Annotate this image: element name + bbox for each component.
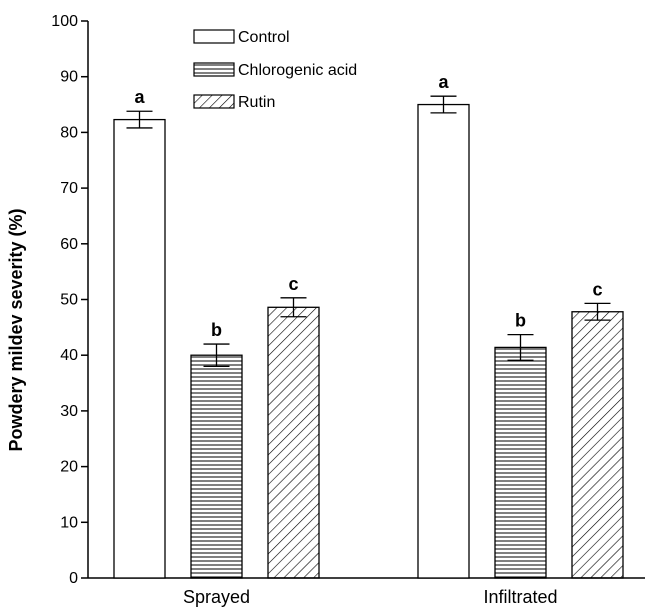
y-tick-label: 20: [60, 459, 78, 476]
y-tick-label: 70: [60, 180, 78, 197]
legend-swatch: [193, 94, 235, 109]
y-tick-label: 80: [60, 124, 78, 141]
y-tick-label: 60: [60, 236, 78, 253]
bar: [113, 118, 166, 579]
significance-label: c: [592, 279, 602, 299]
y-axis-title: Powdery mildev severity (%): [6, 208, 26, 451]
legend-label: Chlorogenic acid: [238, 62, 357, 79]
significance-label: b: [211, 320, 222, 340]
bar: [417, 103, 470, 579]
significance-label: b: [515, 311, 526, 331]
significance-label: a: [134, 87, 145, 107]
legend-swatch: [193, 29, 235, 44]
y-tick-label: 10: [60, 514, 78, 531]
significance-label: a: [438, 72, 449, 92]
axes: 0 10 20 30 40 50 60 70 80 90 100: [51, 13, 645, 587]
x-tick-label: Infiltrated: [483, 587, 557, 607]
bar: [190, 354, 243, 579]
y-tick-label: 50: [60, 292, 78, 309]
y-tick-label: 40: [60, 347, 78, 364]
y-tick-label: 30: [60, 403, 78, 420]
bar: [571, 311, 624, 579]
legend: Control Chlorogenic acid Rutin: [193, 29, 357, 111]
y-tick-label: 90: [60, 69, 78, 86]
legend-swatch: [193, 62, 235, 77]
bar: [267, 306, 320, 579]
bars: a b c Sprayed a b c Infiltrated: [113, 72, 624, 607]
y-tick-label: 0: [69, 570, 78, 587]
significance-label: c: [288, 274, 298, 294]
y-tick-label: 100: [51, 13, 78, 30]
bar: [494, 346, 547, 579]
legend-label: Control: [238, 29, 290, 46]
x-tick-label: Sprayed: [183, 587, 250, 607]
legend-label: Rutin: [238, 94, 275, 111]
